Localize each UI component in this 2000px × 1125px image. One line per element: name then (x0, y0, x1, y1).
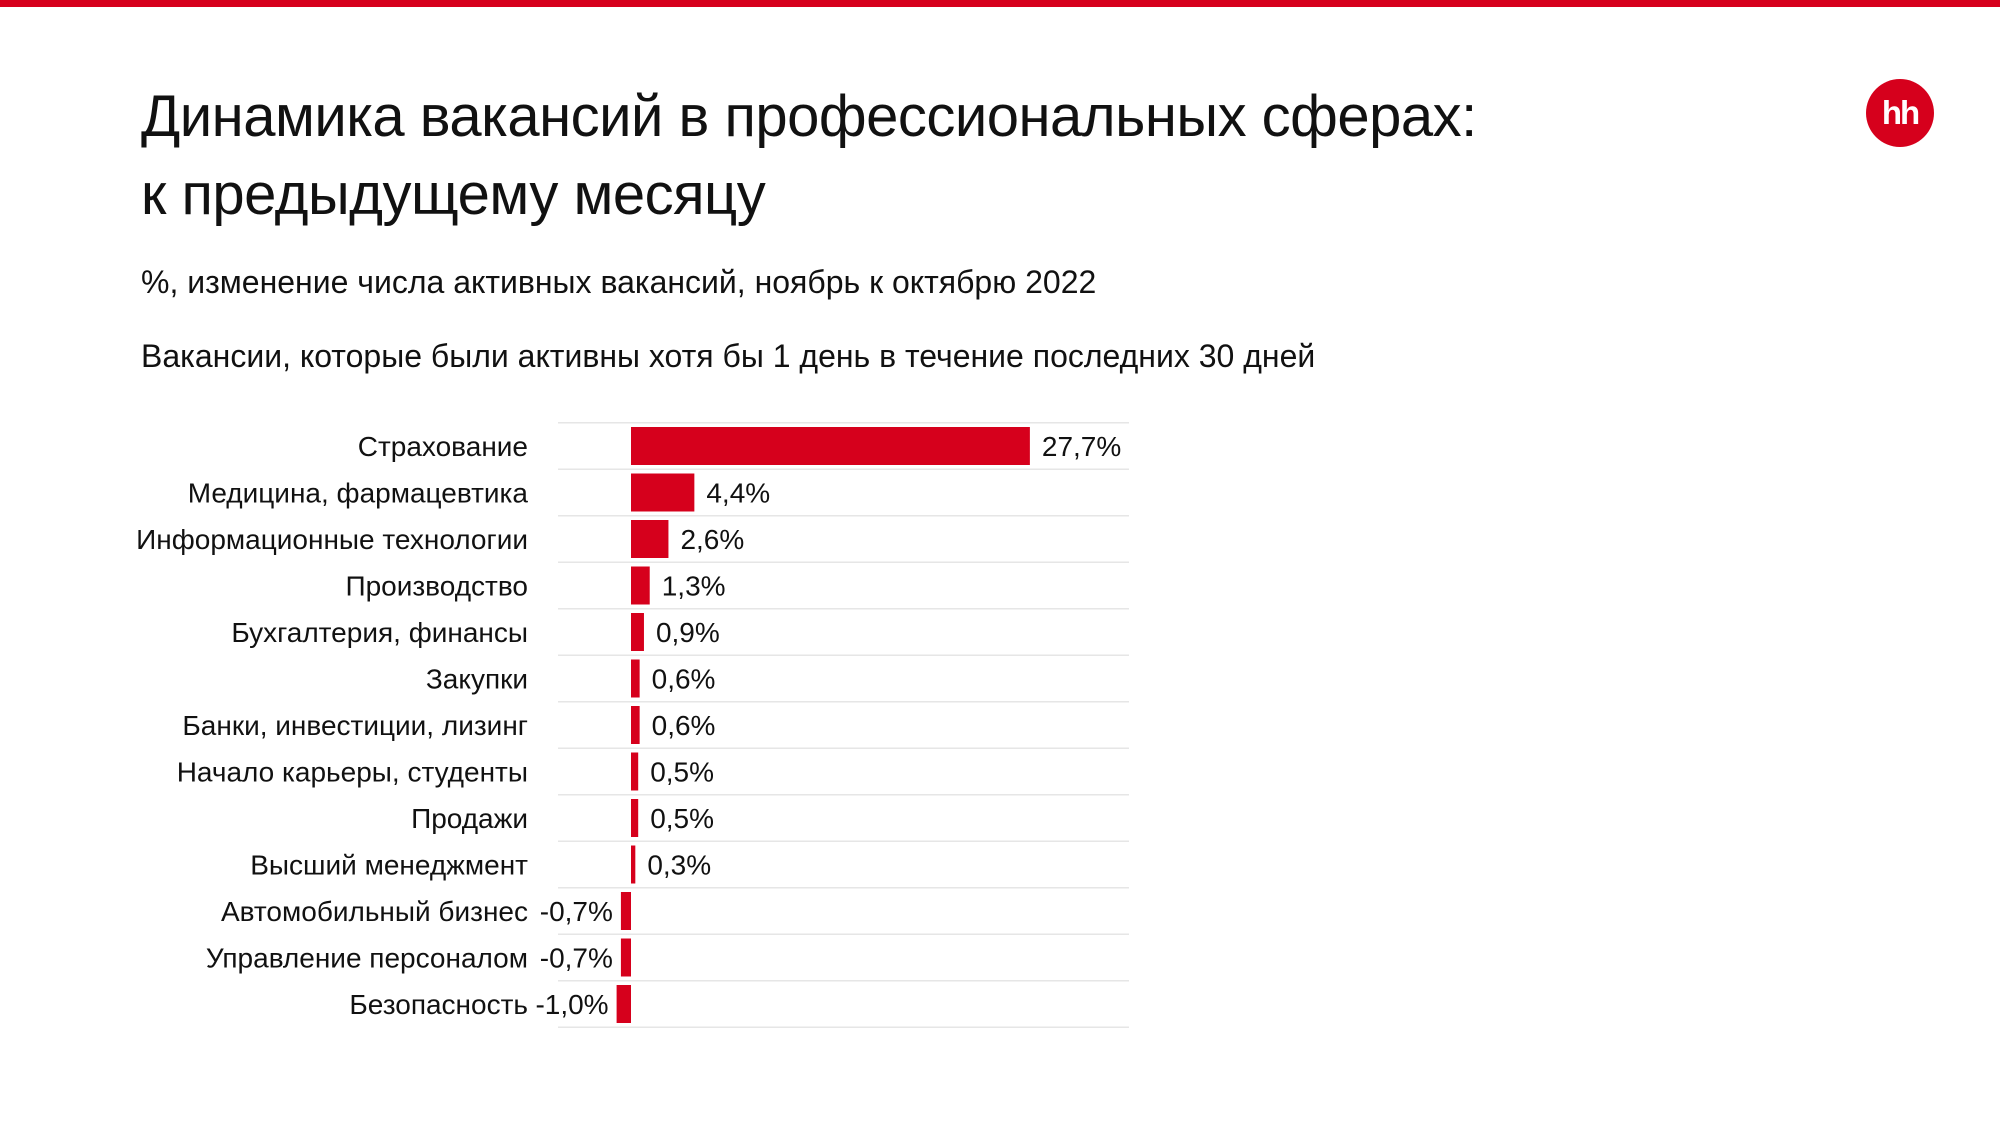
bar (631, 706, 640, 744)
title-line-1: Динамика вакансий в профессиональных сфе… (141, 84, 1477, 149)
bar (631, 566, 650, 605)
bar (631, 799, 639, 837)
title-line-2: к предыдущему месяцу (141, 162, 766, 227)
value-label: 0,9% (656, 617, 720, 648)
category-label: Информационные технологии (136, 524, 528, 555)
value-label: 2,6% (680, 524, 744, 555)
bar (620, 938, 631, 977)
category-label: Бухгалтерия, финансы (231, 617, 528, 648)
value-label: 0,6% (652, 664, 716, 695)
value-label: 0,6% (652, 710, 716, 741)
hh-logo: hh (1866, 79, 1934, 147)
category-label: Автомобильный бизнес (221, 896, 528, 927)
bar (631, 473, 695, 512)
category-label: Банки, инвестиции, лизинг (182, 710, 528, 741)
bar (616, 985, 631, 1023)
category-label: Закупки (426, 664, 528, 695)
category-label: Производство (345, 571, 528, 602)
chart-subtitle: %, изменение числа активных вакансий, но… (141, 264, 1097, 300)
bar (631, 845, 636, 884)
category-label: Начало карьеры, студенты (177, 757, 528, 788)
category-label: Продажи (411, 803, 528, 834)
bar (631, 520, 669, 558)
chart-note: Вакансии, которые были активны хотя бы 1… (141, 338, 1316, 374)
value-label: 0,5% (650, 757, 714, 788)
top-accent-bar (0, 0, 2000, 7)
category-label: Управление персоналом (206, 943, 528, 974)
value-label: 4,4% (706, 478, 770, 509)
value-label: 1,3% (662, 571, 726, 602)
bar (620, 892, 631, 930)
value-label: -0,7% (540, 943, 613, 974)
bar (631, 752, 639, 791)
bar (631, 659, 640, 698)
value-label: 0,5% (650, 803, 714, 834)
bar (631, 613, 644, 651)
category-label: Безопасность (349, 989, 528, 1020)
value-label: 0,3% (647, 850, 711, 881)
category-label: Страхование (358, 431, 528, 462)
bar (631, 427, 1030, 465)
value-label: -0,7% (540, 896, 613, 927)
value-label: 27,7% (1042, 431, 1121, 462)
category-label: Медицина, фармацевтика (188, 478, 529, 509)
value-label: -1,0% (535, 989, 608, 1020)
category-label: Высший менеджмент (250, 850, 528, 881)
page-title: Динамика вакансий в профессиональных сфе… (141, 78, 1741, 234)
